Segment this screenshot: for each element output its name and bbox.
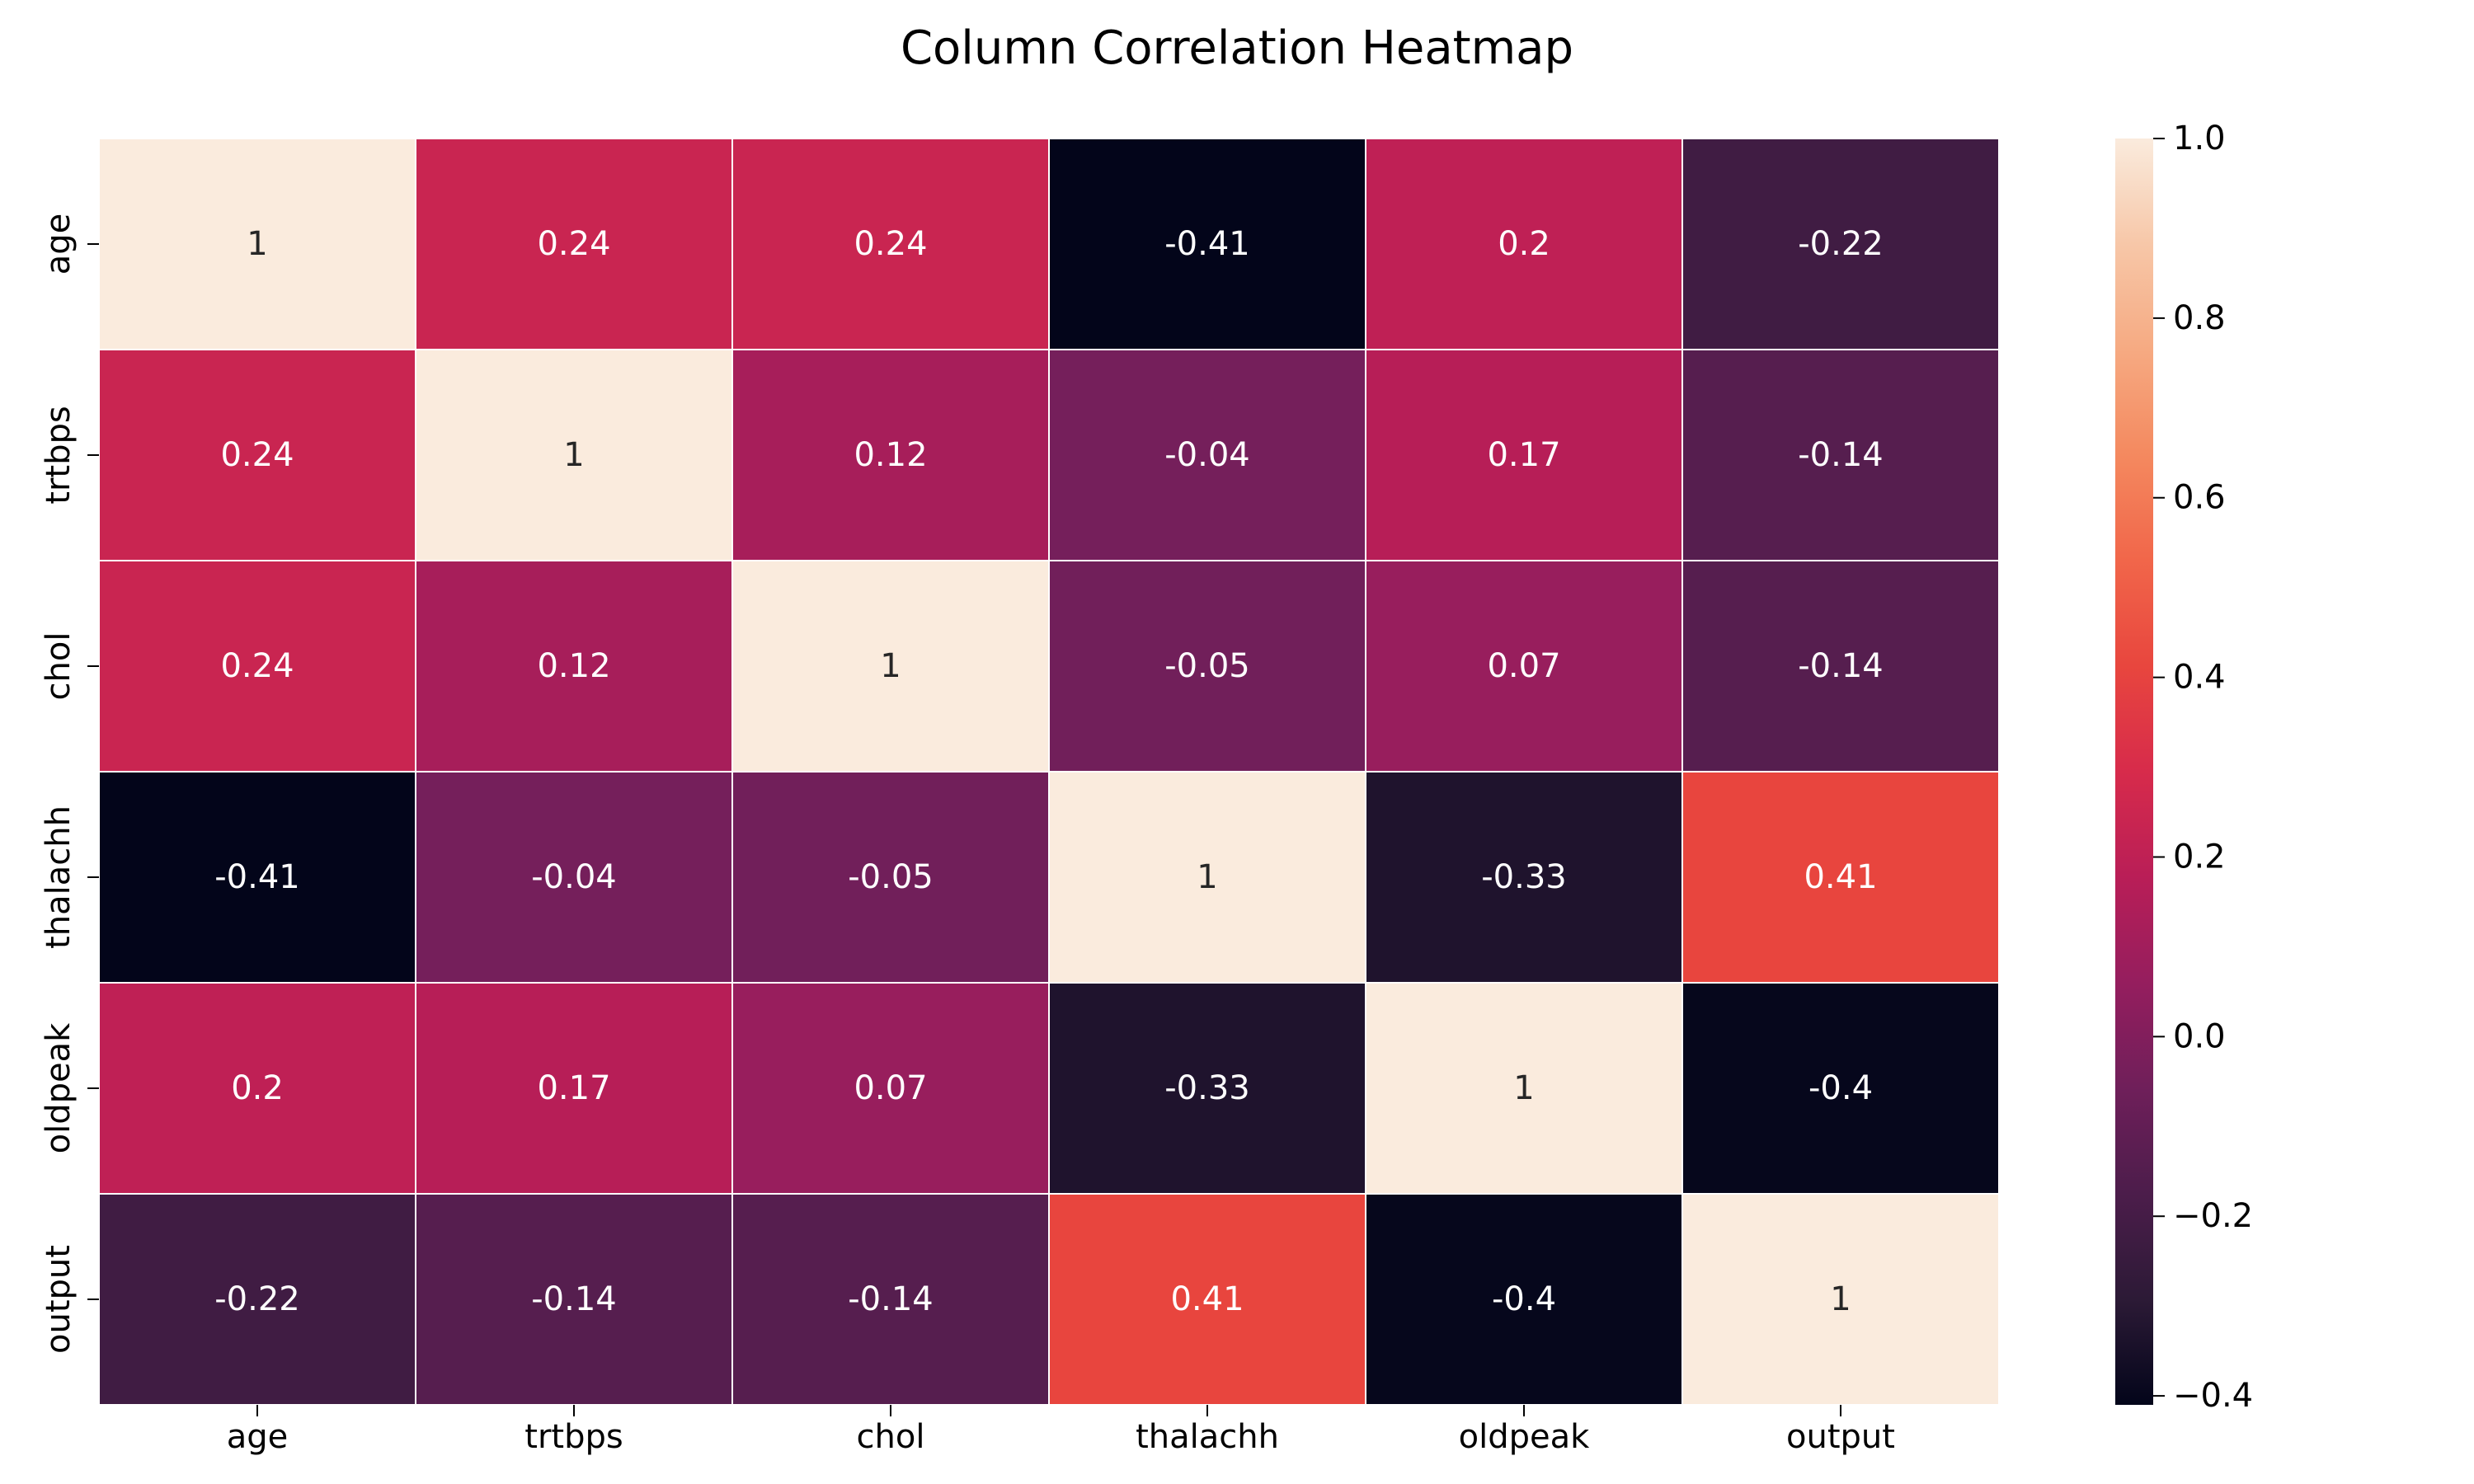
cell-value-label: -0.14	[1798, 436, 1884, 474]
colorbar-tick-label: −0.4	[2173, 1377, 2253, 1415]
cell-value-label: 0.17	[537, 1069, 610, 1107]
cell-value-label: -0.14	[848, 1280, 934, 1318]
heatmap-cells: 1 0.24 0.24 -0.41 0.2 -0.220.24 1 0.12 -0.04 0.17…	[98, 138, 2000, 1406]
cell-value-label: -0.33	[1164, 1069, 1250, 1107]
y-tick-label: chol	[40, 632, 78, 701]
heatmap-cell	[1048, 982, 1366, 1195]
heatmap-cell	[731, 138, 1050, 350]
heatmap-cell	[1365, 1193, 1683, 1406]
heatmap-cell	[98, 349, 416, 561]
heatmap-cell	[1681, 138, 2000, 350]
heatmap-cell	[1681, 1193, 2000, 1406]
x-tick-label: thalachh	[1136, 1418, 1279, 1456]
cell-value-label: -0.04	[1164, 436, 1250, 474]
cell-value-label: -0.41	[214, 858, 300, 896]
cell-value-label: -0.33	[1481, 858, 1567, 896]
chart-title: Column Correlation Heatmap	[901, 21, 1573, 75]
y-tick-label: age	[40, 214, 78, 275]
colorbar-tick-label: −0.2	[2173, 1197, 2253, 1235]
cell-value-label: 0.07	[1487, 647, 1560, 685]
heatmap-cell	[98, 560, 416, 773]
cell-value-label: 0.2	[231, 1069, 284, 1107]
heatmap-cell	[1365, 771, 1683, 984]
cell-value-label: -0.14	[531, 1280, 617, 1318]
cell-value-label: -0.05	[848, 858, 934, 896]
cell-value-label: -0.22	[1798, 225, 1884, 263]
cell-value-label: 1	[1197, 858, 1217, 896]
cell-value-label: 1	[1513, 1069, 1534, 1107]
y-tick-label: oldpeak	[40, 1022, 78, 1153]
heatmap-cell	[1365, 982, 1683, 1195]
heatmap-cell	[1048, 560, 1366, 773]
colorbar-tick-label: 0.2	[2173, 838, 2226, 876]
cell-value-label: 0.24	[220, 647, 294, 685]
x-tick-label: oldpeak	[1459, 1418, 1590, 1456]
x-axis: age trtbps chol thalachh oldpeak output	[227, 1405, 1895, 1456]
heatmap-cell	[98, 982, 416, 1195]
heatmap-cell	[98, 1193, 416, 1406]
cell-value-label: 0.41	[1170, 1280, 1244, 1318]
cell-value-label: 0.2	[1498, 225, 1550, 263]
cell-value-label: 1	[247, 225, 267, 263]
colorbar-tick-label: 0.6	[2173, 479, 2226, 517]
heatmap-cell	[1681, 560, 2000, 773]
heatmap-cell	[1681, 771, 2000, 984]
heatmap-cell	[415, 349, 733, 561]
cell-value-label: 1	[563, 436, 584, 474]
x-tick-label: trtbps	[524, 1418, 623, 1456]
y-tick-label: thalachh	[40, 805, 78, 949]
cell-value-label: 0.24	[537, 225, 610, 263]
heatmap-cell	[1048, 349, 1366, 561]
cell-value-label: 0.12	[854, 436, 927, 474]
heatmap-cell	[1681, 349, 2000, 561]
cell-value-label: -0.41	[1164, 225, 1250, 263]
cell-value-label: -0.05	[1164, 647, 1250, 685]
heatmap-cell	[1048, 1193, 1366, 1406]
cell-value-label: 0.17	[1487, 436, 1560, 474]
cell-value-label: 1	[880, 647, 901, 685]
heatmap-cell	[98, 138, 416, 350]
cell-value-label: -0.4	[1492, 1280, 1556, 1318]
cell-value-label: -0.14	[1798, 647, 1884, 685]
x-tick-label: age	[227, 1418, 289, 1456]
colorbar-tick-label: 0.0	[2173, 1017, 2226, 1055]
cell-value-label: 0.41	[1804, 858, 1877, 896]
heatmap-cell	[1048, 771, 1366, 984]
x-tick-label: output	[1786, 1418, 1895, 1456]
cell-value-label: 0.24	[854, 225, 927, 263]
cell-value-label: -0.4	[1808, 1069, 1873, 1107]
cell-value-label: 1	[1830, 1280, 1851, 1318]
y-tick-label: output	[40, 1245, 78, 1354]
heatmap-cell	[415, 982, 733, 1195]
heatmap-cell	[98, 771, 416, 984]
cell-value-label: -0.04	[531, 858, 617, 896]
heatmap-cell	[415, 560, 733, 773]
heatmap-cell	[1681, 982, 2000, 1195]
colorbar: 1.0 0.8 0.6 0.4 0.2 0.0 −0.2 −0.4	[2115, 120, 2253, 1415]
cell-value-label: -0.22	[214, 1280, 300, 1318]
heatmap-cell	[731, 771, 1050, 984]
colorbar-tick-label: 1.0	[2173, 120, 2226, 157]
heatmap-cell	[1365, 138, 1683, 350]
heatmap-cell	[731, 982, 1050, 1195]
colorbar-tick-label: 0.8	[2173, 299, 2226, 337]
heatmap-cell	[415, 771, 733, 984]
cell-value-label: 0.12	[537, 647, 610, 685]
cell-value-label: 0.24	[220, 436, 294, 474]
heatmap-cell	[1048, 138, 1366, 350]
colorbar-gradient	[2115, 139, 2153, 1405]
colorbar-tick-label: 0.4	[2173, 659, 2226, 697]
x-tick-label: chol	[857, 1418, 925, 1456]
cell-value-label: 0.07	[854, 1069, 927, 1107]
heatmap-cell	[1365, 560, 1683, 773]
heatmap-cell	[731, 560, 1050, 773]
y-tick-label: trtbps	[40, 406, 78, 504]
heatmap-cell	[415, 138, 733, 350]
y-axis: age trtbps chol thalachh oldpeak output	[40, 214, 99, 1354]
